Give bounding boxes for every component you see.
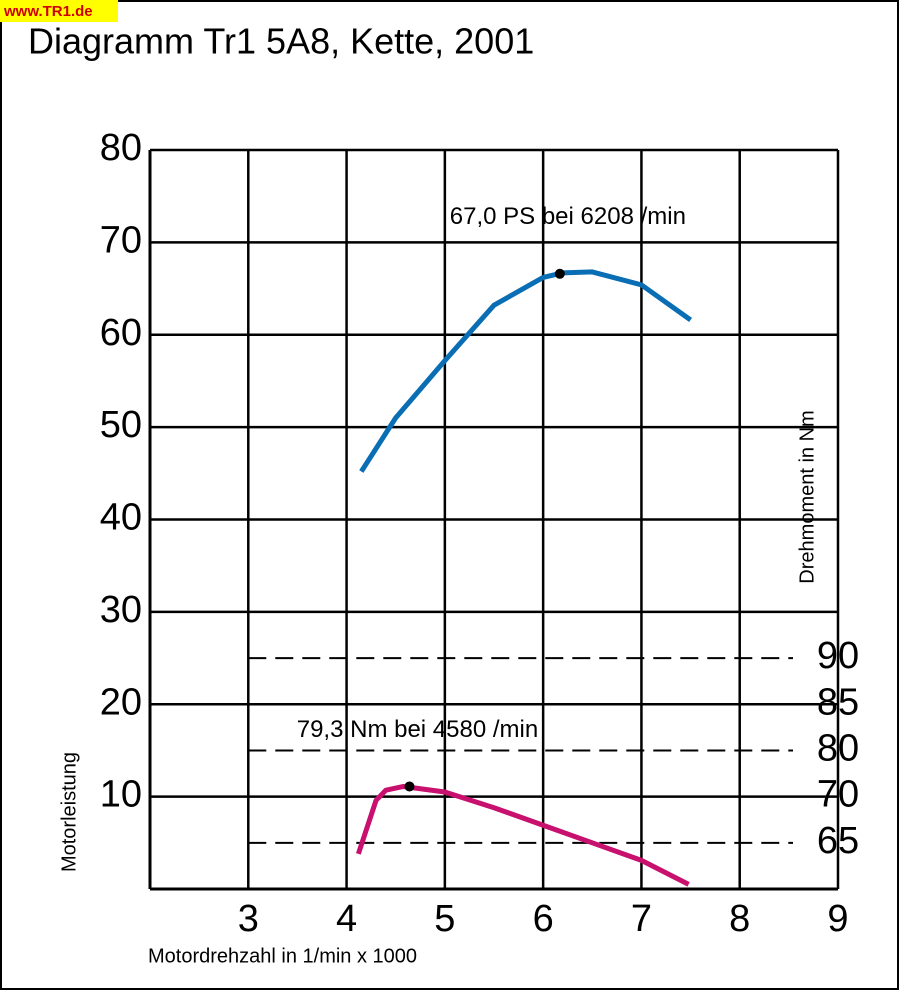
y2-tick-label: 70	[817, 774, 859, 816]
annotation: 67,0 PS bei 6208 /min	[450, 203, 686, 230]
x-tick-label: 6	[533, 898, 554, 940]
y-tick-label: 30	[100, 589, 142, 631]
chart-title: Diagramm Tr1 5A8, Kette, 2001	[28, 21, 534, 62]
x-tick-label: 9	[827, 898, 848, 940]
y2-tick-label: 85	[817, 681, 859, 723]
peak-marker	[404, 781, 415, 792]
watermark: www.TR1.de	[3, 3, 93, 20]
y-tick-label: 10	[100, 774, 142, 816]
y2-tick-label: 80	[817, 727, 859, 769]
x-tick-label: 5	[434, 898, 455, 940]
y2-tick-label: 65	[817, 820, 859, 862]
watermark-box	[0, 0, 118, 22]
y-tick-label: 60	[100, 312, 142, 354]
y-tick-label: 40	[100, 497, 142, 539]
x-tick-label: 7	[631, 898, 652, 940]
x-axis-label: Motordrehzahl in 1/min x 1000	[148, 945, 417, 967]
x-tick-label: 4	[336, 898, 357, 940]
y-tick-label: 50	[100, 404, 142, 446]
y-tick-label: 20	[100, 681, 142, 723]
y2-tick-label: 90	[817, 635, 859, 677]
x-tick-label: 8	[729, 898, 750, 940]
annotation: 79,3 Nm bei 4580 /min	[297, 716, 538, 743]
y-tick-label: 70	[100, 219, 142, 261]
y2-axis-label: Drehmoment in Nm	[796, 410, 818, 583]
series-line	[355, 783, 690, 887]
y-axis-label: Motorleistung	[58, 752, 80, 872]
series-line	[359, 269, 693, 473]
y-tick-label: 80	[100, 127, 142, 169]
x-tick-label: 3	[238, 898, 259, 940]
peak-marker	[554, 268, 565, 279]
